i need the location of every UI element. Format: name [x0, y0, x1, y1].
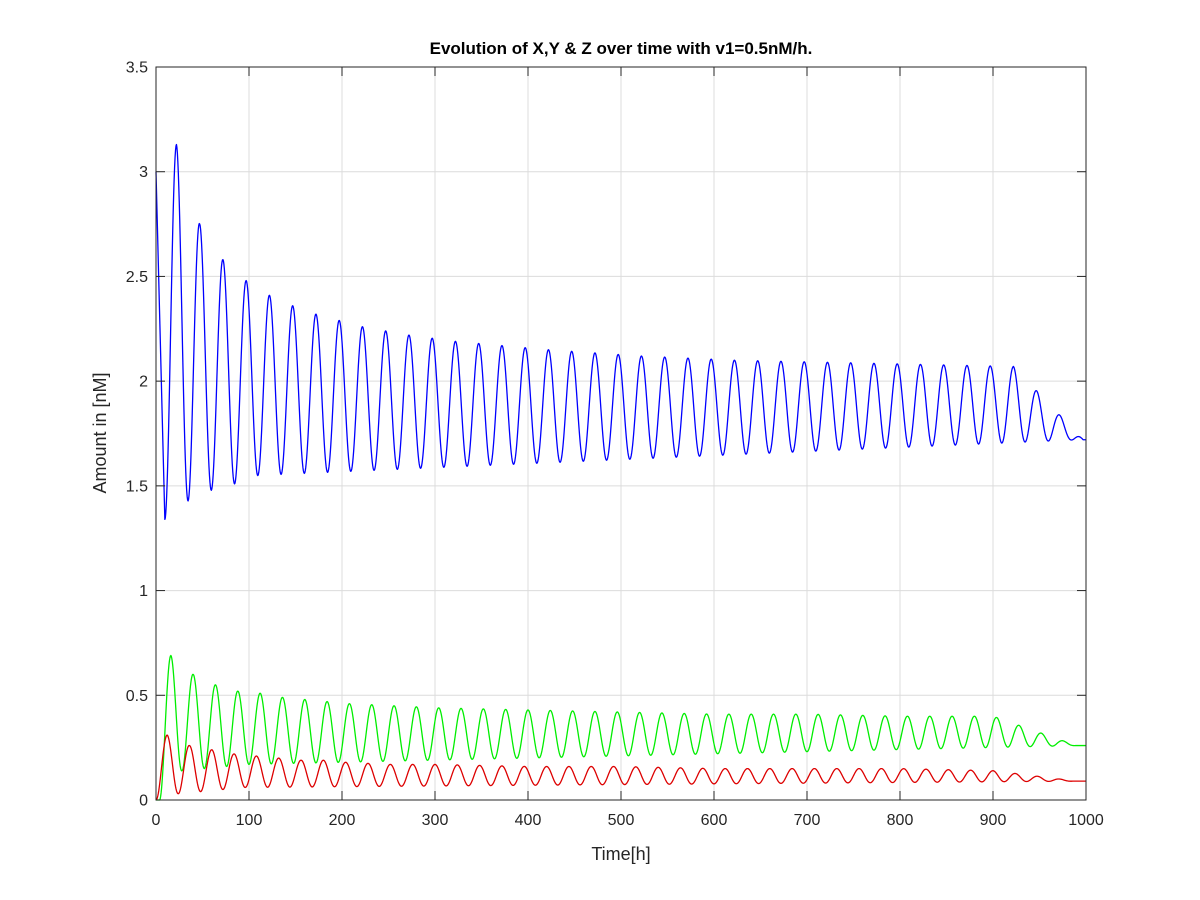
- x-tick-labels: 0 100 200 300 400 500 600 700 800 900 1000: [152, 812, 1104, 829]
- series-line-1: [155, 143, 1087, 521]
- chart-title: Evolution of X,Y & Z over time with v1=0…: [430, 39, 813, 58]
- y-tick-label: 1.5: [126, 478, 148, 495]
- x-tick-label: 600: [701, 812, 728, 829]
- x-tick-label: 500: [608, 812, 635, 829]
- y-axis-label: Amount in [nM]: [90, 372, 110, 493]
- x-tick-label: 0: [152, 812, 161, 829]
- x-tick-label: 900: [980, 812, 1007, 829]
- x-tick-label: 400: [515, 812, 542, 829]
- y-tick-label: 0.5: [126, 688, 148, 705]
- y-tick-label: 3.5: [126, 60, 148, 77]
- y-tick-labels: 0 0.5 1 1.5 2 2.5 3 3.5: [126, 60, 148, 810]
- x-tick-label: 800: [887, 812, 914, 829]
- x-axis-label: Time[h]: [591, 844, 650, 864]
- y-tick-label: 1: [139, 583, 148, 600]
- x-tick-label: 300: [422, 812, 449, 829]
- tick-marks: [155, 66, 1087, 801]
- y-tick-label: 2.5: [126, 269, 148, 286]
- x-tick-label: 200: [329, 812, 356, 829]
- series-layer: [155, 143, 1087, 801]
- y-tick-label: 2: [139, 374, 148, 391]
- x-tick-label: 700: [794, 812, 821, 829]
- series-line-2: [155, 654, 1087, 801]
- x-tick-label: 100: [236, 812, 263, 829]
- x-tick-label: 1000: [1068, 812, 1104, 829]
- series-line-3: [155, 734, 1087, 801]
- y-tick-label: 3: [139, 164, 148, 181]
- y-tick-label: 0: [139, 793, 148, 810]
